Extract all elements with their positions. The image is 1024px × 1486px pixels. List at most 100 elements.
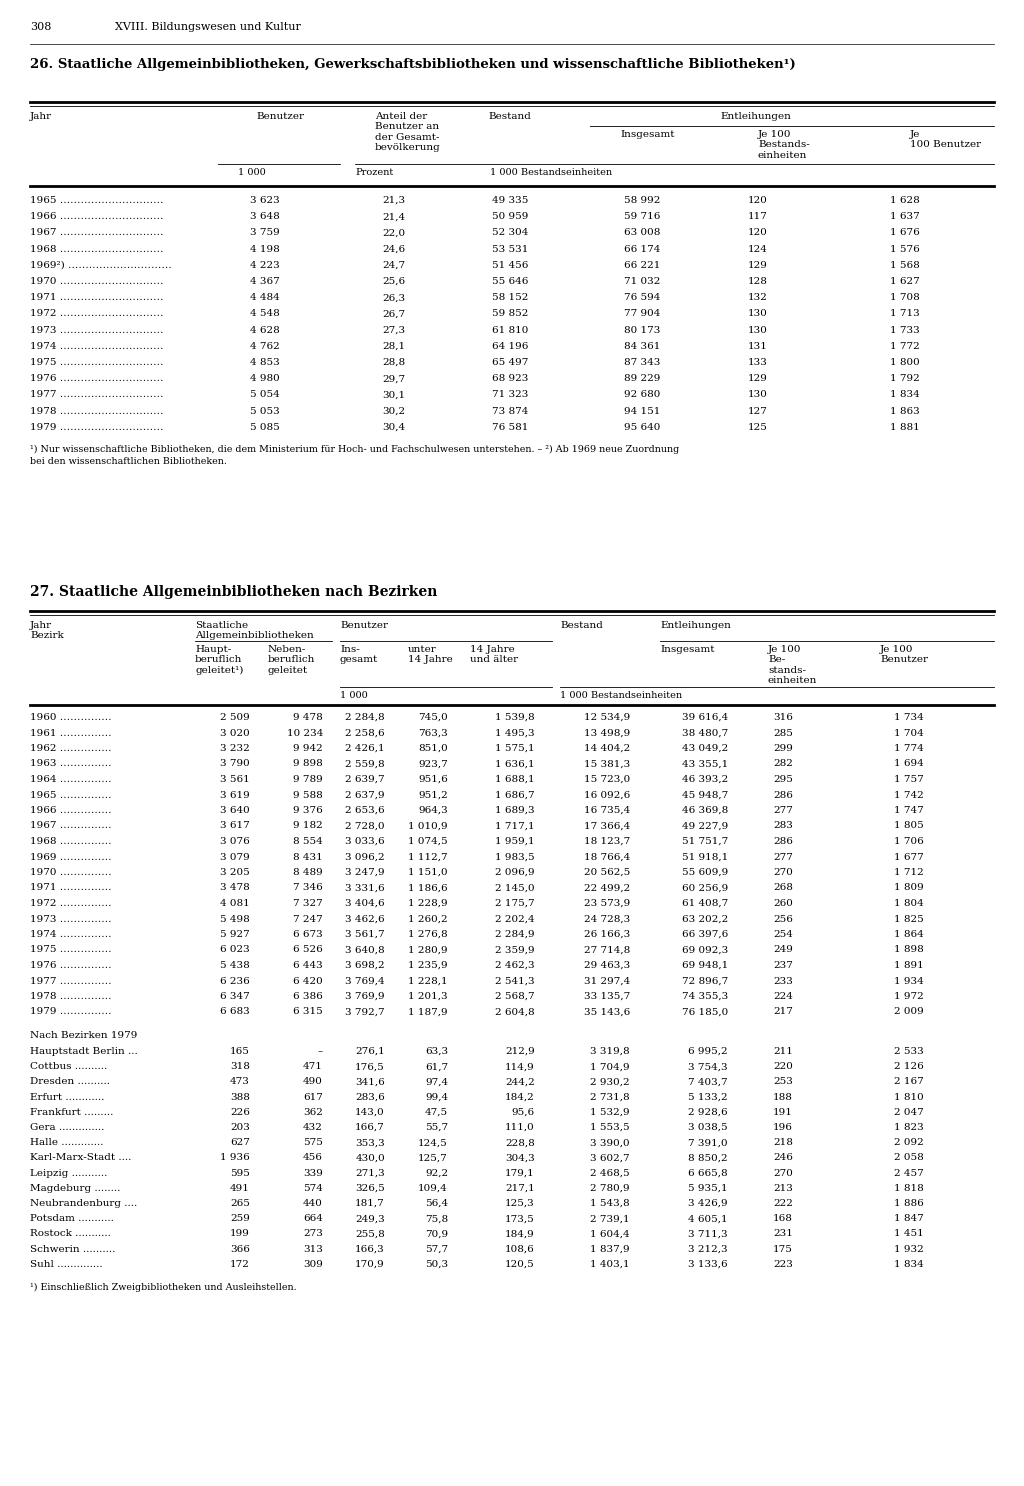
Text: 51 751,7: 51 751,7 [682,837,728,846]
Text: 326,5: 326,5 [355,1184,385,1193]
Text: 1965 ……………: 1965 …………… [30,791,112,799]
Text: 1975 …………………………: 1975 ………………………… [30,358,164,367]
Text: 51 918,1: 51 918,1 [682,853,728,862]
Text: 46 369,8: 46 369,8 [682,805,728,814]
Text: 76 594: 76 594 [624,293,660,302]
Text: 30,4: 30,4 [382,424,406,432]
Text: 3 319,8: 3 319,8 [591,1048,630,1057]
Text: 9 942: 9 942 [293,744,323,753]
Text: 2 284,8: 2 284,8 [345,713,385,722]
Text: Anteil der
Benutzer an
der Gesamt-
bevölkerung: Anteil der Benutzer an der Gesamt- bevöl… [375,111,440,152]
Text: 1960 ……………: 1960 …………… [30,713,112,722]
Text: 1 553,5: 1 553,5 [591,1123,630,1132]
Text: 1 000 Bestandseinheiten: 1 000 Bestandseinheiten [560,691,682,700]
Text: 851,0: 851,0 [418,744,449,753]
Text: 50,3: 50,3 [425,1260,449,1269]
Text: 6 673: 6 673 [293,930,323,939]
Text: 30,2: 30,2 [382,407,406,416]
Text: 76 581: 76 581 [492,424,528,432]
Text: 173,5: 173,5 [505,1214,535,1223]
Text: 1 834: 1 834 [890,391,920,400]
Text: Haupt-
beruflich
geleitet¹): Haupt- beruflich geleitet¹) [195,645,244,675]
Text: 1 834: 1 834 [894,1260,924,1269]
Text: Je 100
Be-
stands-
einheiten: Je 100 Be- stands- einheiten [768,645,817,685]
Text: Entleihungen: Entleihungen [720,111,791,120]
Text: 3 478: 3 478 [220,884,250,893]
Text: Staatliche
Allgemeinbibliotheken: Staatliche Allgemeinbibliotheken [195,621,313,640]
Text: 1 604,4: 1 604,4 [591,1229,630,1238]
Text: 61 408,7: 61 408,7 [682,899,728,908]
Text: 25,6: 25,6 [382,276,406,285]
Text: 277: 277 [773,853,793,862]
Text: Cottbus ..........: Cottbus .......... [30,1062,108,1071]
Text: 176,5: 176,5 [355,1062,385,1071]
Text: 246: 246 [773,1153,793,1162]
Text: 84 361: 84 361 [624,342,660,351]
Text: 1 676: 1 676 [890,229,920,238]
Text: 1 959,1: 1 959,1 [496,837,535,846]
Text: 60 256,9: 60 256,9 [682,884,728,893]
Text: 318: 318 [230,1062,250,1071]
Text: 1 772: 1 772 [890,342,920,351]
Text: 473: 473 [230,1077,250,1086]
Text: 71 032: 71 032 [624,276,660,285]
Text: 57,7: 57,7 [425,1245,449,1254]
Text: 3 623: 3 623 [250,196,280,205]
Text: 1977 ……………: 1977 …………… [30,976,112,985]
Text: 3 561: 3 561 [220,776,250,785]
Text: 28,1: 28,1 [382,342,406,351]
Text: 1 936: 1 936 [220,1153,250,1162]
Text: 165: 165 [230,1048,250,1057]
Text: Suhl ..............: Suhl .............. [30,1260,102,1269]
Text: 24,6: 24,6 [382,245,406,254]
Text: 66 174: 66 174 [624,245,660,254]
Text: 1 704: 1 704 [894,728,924,737]
Text: Je 100
Bestands-
einheiten: Je 100 Bestands- einheiten [758,129,810,160]
Text: 745,0: 745,0 [418,713,449,722]
Text: 3 096,2: 3 096,2 [345,853,385,862]
Text: 3 754,3: 3 754,3 [688,1062,728,1071]
Text: 3 038,5: 3 038,5 [688,1123,728,1132]
Text: 120: 120 [749,229,768,238]
Text: 1971 ……………: 1971 …………… [30,884,112,893]
Text: 1 532,9: 1 532,9 [591,1107,630,1117]
Text: 5 927: 5 927 [220,930,250,939]
Text: Hauptstadt Berlin ...: Hauptstadt Berlin ... [30,1048,138,1057]
Text: 299: 299 [773,744,793,753]
Text: 39 616,4: 39 616,4 [682,713,728,722]
Text: 313: 313 [303,1245,323,1254]
Text: 24 728,3: 24 728,3 [584,914,630,923]
Text: 181,7: 181,7 [355,1199,385,1208]
Text: Dresden ..........: Dresden .......... [30,1077,110,1086]
Text: 97,4: 97,4 [425,1077,449,1086]
Text: 1974 …………………………: 1974 ………………………… [30,342,164,351]
Text: 1979 ……………: 1979 …………… [30,1008,112,1016]
Text: 211: 211 [773,1048,793,1057]
Text: 1 451: 1 451 [894,1229,924,1238]
Text: 1 805: 1 805 [894,822,924,831]
Text: 2 126: 2 126 [894,1062,924,1071]
Text: 24,7: 24,7 [382,262,406,270]
Text: 2 258,6: 2 258,6 [345,728,385,737]
Text: Benutzer: Benutzer [340,621,388,630]
Text: 2 533: 2 533 [894,1048,924,1057]
Text: 3 020: 3 020 [220,728,250,737]
Text: 1976 …………………………: 1976 ………………………… [30,374,164,383]
Text: 2 509: 2 509 [220,713,250,722]
Text: 228,8: 228,8 [505,1138,535,1147]
Text: 265: 265 [230,1199,250,1208]
Text: 213: 213 [773,1184,793,1193]
Text: 66 397,6: 66 397,6 [682,930,728,939]
Text: 30,1: 30,1 [382,391,406,400]
Text: Benutzer: Benutzer [256,111,304,120]
Text: 237: 237 [773,961,793,970]
Text: 617: 617 [303,1092,323,1101]
Text: 69 948,1: 69 948,1 [682,961,728,970]
Text: 8 489: 8 489 [293,868,323,877]
Text: 1 686,7: 1 686,7 [496,791,535,799]
Text: 10 234: 10 234 [287,728,323,737]
Text: 2 426,1: 2 426,1 [345,744,385,753]
Text: 249: 249 [773,945,793,954]
Text: 4 367: 4 367 [250,276,280,285]
Text: 2 559,8: 2 559,8 [345,759,385,768]
